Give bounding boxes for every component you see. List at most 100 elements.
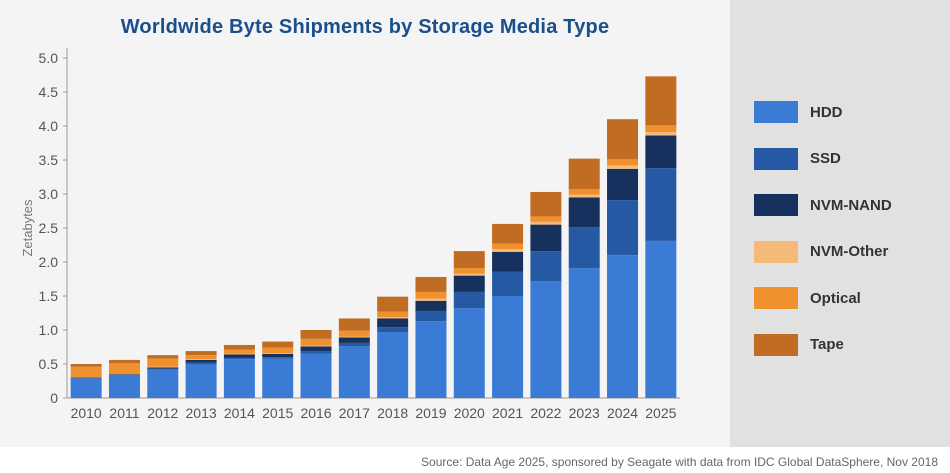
bar-segment-hdd bbox=[262, 358, 294, 398]
bar-segment-tape bbox=[262, 341, 294, 348]
bar-segment-ssd bbox=[453, 291, 485, 309]
bar-segment-optical bbox=[338, 330, 370, 337]
x-tick-label: 2011 bbox=[109, 405, 139, 421]
bar-segment-tape bbox=[185, 351, 217, 356]
bar-segment-tape bbox=[223, 344, 255, 350]
legend-item-tape: Tape bbox=[754, 333, 844, 357]
bar-segment-nvm-other bbox=[645, 132, 677, 136]
bar-segment-hdd bbox=[185, 364, 217, 398]
bar-segment-nvm-nand bbox=[300, 346, 332, 352]
bar-segment-nvm-nand bbox=[568, 197, 600, 228]
bar-segment-nvm-other bbox=[223, 353, 255, 355]
bar-segment-nvm-other bbox=[300, 345, 332, 347]
bar-segment-hdd bbox=[377, 332, 409, 398]
x-tick-label: 2014 bbox=[224, 405, 255, 421]
bar-segment-nvm-nand bbox=[530, 224, 562, 252]
bar-segment-ssd bbox=[223, 357, 255, 360]
bar-segment-optical bbox=[185, 355, 217, 360]
x-tick-label: 2022 bbox=[530, 405, 561, 421]
bar-segment-tape bbox=[377, 296, 409, 312]
bar-segment-hdd bbox=[70, 378, 102, 398]
bar-segment-nvm-other bbox=[377, 317, 409, 319]
bar-segment-tape bbox=[453, 251, 485, 269]
bar-segment-optical bbox=[607, 159, 639, 166]
legend-swatch bbox=[754, 287, 798, 309]
bar-segment-nvm-nand bbox=[377, 318, 409, 328]
x-tick-label: 2017 bbox=[339, 405, 370, 421]
y-tick-label: 5.0 bbox=[39, 50, 59, 66]
bar-segment-nvm-other bbox=[415, 298, 447, 301]
bar-segment-optical bbox=[70, 366, 102, 378]
bar-segment-tape bbox=[645, 76, 677, 126]
bar-segment-ssd bbox=[415, 310, 447, 322]
y-tick-label: 2.0 bbox=[39, 254, 59, 270]
bar-segment-optical bbox=[492, 243, 524, 250]
bar-segment-tape bbox=[108, 359, 140, 364]
bar-segment-ssd bbox=[338, 342, 370, 347]
x-tick-label: 2019 bbox=[415, 405, 446, 421]
legend-item-nvm-nand: NVM-NAND bbox=[754, 193, 892, 217]
x-tick-label: 2018 bbox=[377, 405, 408, 421]
bar-segment-nvm-other bbox=[607, 165, 639, 169]
legend-label: HDD bbox=[810, 103, 843, 121]
bar-segment-nvm-other bbox=[147, 366, 179, 368]
x-tick-label: 2010 bbox=[71, 405, 102, 421]
bar-segment-hdd bbox=[300, 353, 332, 398]
bar-segment-hdd bbox=[223, 359, 255, 398]
y-axis-label: Zetabytes bbox=[20, 199, 35, 257]
bar-segment-nvm-other bbox=[262, 353, 294, 354]
bar-segment-tape bbox=[530, 191, 562, 217]
bar-segment-hdd bbox=[568, 268, 600, 398]
bar-segment-optical bbox=[300, 338, 332, 346]
bar-segment-hdd bbox=[492, 296, 524, 398]
bar-segment-optical bbox=[453, 268, 485, 274]
bar-segment-nvm-other bbox=[453, 273, 485, 276]
x-tick-label: 2020 bbox=[454, 405, 485, 421]
bar-segment-ssd bbox=[262, 357, 294, 359]
bar-segment-ssd bbox=[530, 251, 562, 282]
bar-segment-nvm-nand bbox=[147, 367, 179, 369]
bar-segment-nvm-nand bbox=[70, 377, 102, 379]
bar-segment-ssd bbox=[147, 368, 179, 370]
bar-segment-tape bbox=[415, 276, 447, 292]
chart-plot: 0 0.5 1.0 1.5 2.0 2.5 3.0 3.5 4.0 4.5 5.0 Zetabytes… bbox=[20, 48, 680, 421]
legend-label: Optical bbox=[810, 289, 861, 307]
legend-label: NVM-NAND bbox=[810, 196, 892, 214]
bar-segment-ssd bbox=[300, 351, 332, 354]
bar-segment-ssd bbox=[645, 168, 677, 241]
bar-segment-optical bbox=[147, 358, 179, 367]
bar-segment-tape bbox=[70, 364, 102, 367]
x-tick-label: 2013 bbox=[186, 405, 217, 421]
bar-segment-hdd bbox=[453, 308, 485, 398]
bar-segment-nvm-other bbox=[530, 221, 562, 225]
y-tick-label: 3.5 bbox=[39, 152, 59, 168]
y-tick-label: 0.5 bbox=[39, 356, 59, 372]
bar-segment-optical bbox=[645, 125, 677, 133]
bar-segment-optical bbox=[415, 291, 447, 299]
legend-swatch bbox=[754, 333, 798, 356]
source-note: Source: Data Age 2025, sponsored by Seag… bbox=[421, 455, 938, 469]
bar-segment-optical bbox=[223, 349, 255, 354]
legend-label: NVM-Other bbox=[810, 243, 889, 260]
bar-segment-nvm-other bbox=[185, 359, 217, 360]
bar-segment-nvm-nand bbox=[262, 353, 294, 358]
bar-segment-tape bbox=[607, 119, 639, 160]
bar-segment-tape bbox=[338, 318, 370, 331]
bar-segment-nvm-other bbox=[338, 336, 370, 338]
y-tick-label: 2.5 bbox=[39, 220, 59, 236]
legend-item-hdd: HDD bbox=[754, 100, 843, 124]
bar-segment-hdd bbox=[530, 281, 562, 398]
x-tick-label: 2025 bbox=[645, 405, 676, 421]
legend-swatch bbox=[754, 101, 798, 123]
bar-segment-tape bbox=[300, 330, 332, 339]
y-tick-label: 1.5 bbox=[39, 288, 59, 304]
y-tick-label: 4.5 bbox=[39, 84, 59, 100]
y-tick-label: 1.0 bbox=[39, 322, 59, 338]
bar-segment-ssd bbox=[607, 200, 639, 256]
y-tick-label: 4.0 bbox=[39, 118, 59, 134]
bar-segment-nvm-nand bbox=[607, 168, 639, 201]
legend-label: Tape bbox=[810, 336, 844, 353]
bar-segment-hdd bbox=[338, 346, 370, 398]
legend-label: SSD bbox=[810, 150, 841, 167]
bar-segment-hdd bbox=[415, 321, 447, 398]
